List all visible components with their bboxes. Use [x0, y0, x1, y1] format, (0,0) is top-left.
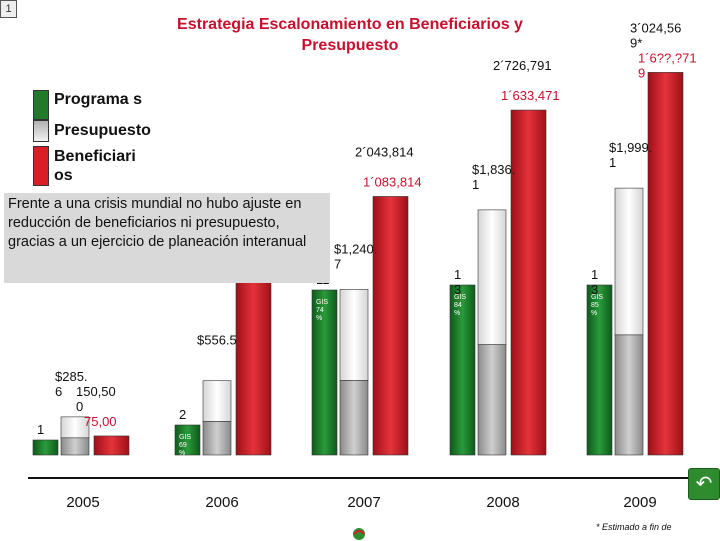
note-box: Frente a una crisis mundial no hubo ajus…	[4, 193, 330, 283]
year-label-2006: 2006	[205, 494, 238, 511]
bar-programas-2009	[586, 284, 613, 456]
bar-presupuesto-top-2008	[477, 209, 507, 345]
page-title: Estrategia Escalonamiento en Beneficiari…	[120, 14, 580, 56]
bar-presupuesto-top-2006	[202, 380, 232, 422]
label-beneficiarios-top-2008: 2´726,791	[493, 58, 552, 73]
label-beneficiarios-top-2009: 3´024,56 9*	[630, 20, 681, 50]
bar-programas-2006	[174, 424, 201, 456]
legend-label-presupuesto: Presupuesto	[54, 122, 151, 139]
year-label-2009: 2009	[623, 494, 656, 511]
label-beneficiarios-red-2007: 1´083,814	[363, 174, 422, 189]
label-beneficiarios-red-2009: 1´6??,?71 9	[638, 50, 697, 80]
bar-presupuesto-top-2009	[614, 187, 644, 336]
slide-number: 1	[0, 0, 17, 18]
bar-presupuesto-bottom-2006	[202, 421, 232, 456]
bar-presupuesto-bottom-2009	[614, 334, 644, 456]
label-beneficiarios-top-2007: 2´043,814	[355, 144, 414, 159]
bar-presupuesto-bottom-2007	[339, 380, 369, 456]
bar-programas-2007	[311, 289, 338, 456]
legend-swatch-programas	[33, 90, 49, 120]
label-gis-2006: GIS 69%	[179, 434, 191, 457]
title-line-2: Presupuesto	[301, 37, 399, 54]
label-presupuesto-2008: $1,836. 1	[472, 162, 515, 192]
label-gis-2009: GIS 85%	[591, 294, 603, 317]
bar-beneficiarios-2007	[372, 196, 409, 456]
year-label-2005: 2005	[66, 494, 99, 511]
year-label-2007: 2007	[347, 494, 380, 511]
legend-label-programas: Programa s	[54, 91, 143, 108]
bar-beneficiarios-2006	[235, 271, 272, 456]
title-line-1: Estrategia Escalonamiento en Beneficiari…	[177, 16, 523, 33]
label-programas-2005: 1	[37, 422, 44, 437]
bar-programas-2005	[32, 439, 59, 456]
label-presupuesto-2007: $1,240. 7	[334, 241, 377, 271]
year-label-2008: 2008	[486, 494, 519, 511]
label-presupuesto-2005: $285. 6	[55, 369, 88, 399]
bar-beneficiarios-2008	[510, 109, 547, 456]
label-programas-2006: 2	[179, 407, 186, 422]
bar-beneficiarios-2009	[647, 72, 684, 456]
bar-presupuesto-bottom-2005	[60, 437, 90, 456]
label-beneficiarios-red-2008: 1´633,471	[501, 88, 560, 103]
label-gis-2007: GIS 74%	[316, 299, 328, 322]
bar-beneficiarios-2005	[93, 435, 130, 456]
label-beneficiarios-red-2005: 75,00	[84, 414, 117, 429]
bar-presupuesto-bottom-2008	[477, 344, 507, 456]
label-beneficiarios-top-2005: 150,50 0	[76, 384, 116, 414]
bar-presupuesto-top-2007	[339, 289, 369, 381]
u-turn-arrow-icon[interactable]: ↶	[688, 468, 720, 500]
logo-icon	[353, 528, 365, 540]
legend-swatch-beneficiarios	[33, 146, 49, 186]
label-presupuesto-2009: $1,999. 1	[609, 140, 652, 170]
footnote: * Estimado a fin de	[596, 522, 672, 532]
bar-programas-2008	[449, 284, 476, 456]
legend-label-beneficiarios: Beneficiari os	[54, 148, 136, 184]
label-gis-2008: GIS 84%	[454, 294, 466, 317]
label-presupuesto-2006: $556.5	[197, 333, 237, 348]
legend-swatch-presupuesto	[33, 120, 49, 142]
